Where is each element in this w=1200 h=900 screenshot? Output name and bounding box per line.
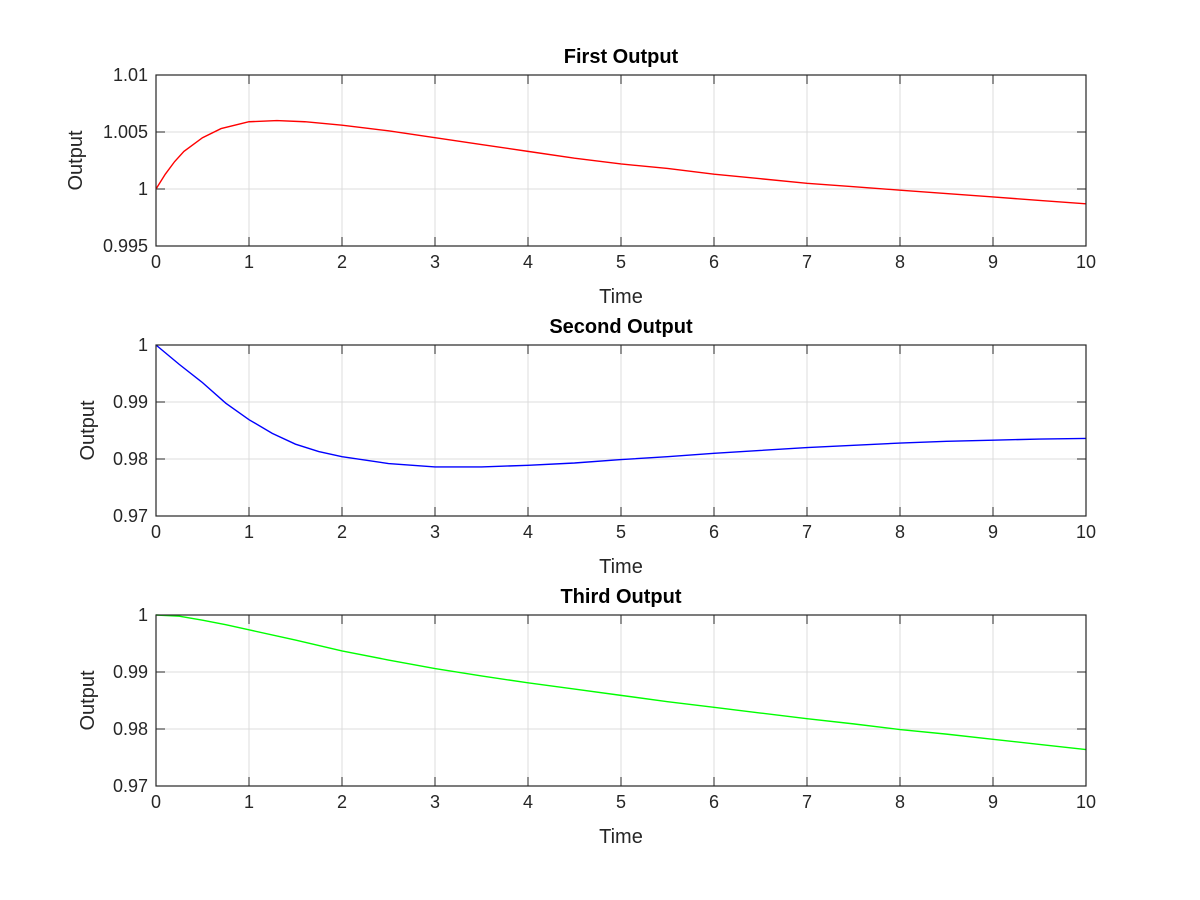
x-tick-label: 2 — [337, 792, 347, 812]
chart-title: First Output — [564, 46, 679, 68]
x-tick-label: 6 — [709, 522, 719, 542]
x-tick-label: 8 — [895, 252, 905, 272]
x-axis-label: Time — [599, 556, 643, 578]
x-tick-label: 0 — [151, 792, 161, 812]
y-tick-label: 0.97 — [113, 776, 148, 796]
x-tick-label: 3 — [430, 522, 440, 542]
y-tick-label: 0.97 — [113, 506, 148, 526]
x-tick-label: 5 — [616, 252, 626, 272]
y-tick-label: 0.98 — [113, 719, 148, 739]
x-tick-label: 1 — [244, 792, 254, 812]
x-axis-label: Time — [599, 826, 643, 848]
x-tick-label: 7 — [802, 792, 812, 812]
x-tick-label: 4 — [523, 252, 533, 272]
x-tick-label: 6 — [709, 252, 719, 272]
y-axis-label: Output — [77, 670, 99, 730]
subplot-2: 0 1 2 3 4 5 6 7 8 9 10 0.97 0.98 0.99 1 Second Output Ti… — [77, 316, 1096, 578]
axes-frame — [155, 614, 1087, 787]
series-line-1 — [155, 119, 1087, 205]
x-tick-label: 9 — [988, 252, 998, 272]
series-line-1 — [155, 614, 1087, 751]
y-tick-label: 0.98 — [113, 449, 148, 469]
x-tick-label: 2 — [337, 522, 347, 542]
series-line-1 — [155, 344, 1087, 468]
x-tick-label: 10 — [1076, 522, 1096, 542]
chart-title: Third Output — [560, 586, 681, 608]
y-axis-label: Output — [77, 400, 99, 460]
x-tick-label: 7 — [802, 252, 812, 272]
x-tick-label: 0 — [151, 522, 161, 542]
axes-frame — [155, 344, 1087, 517]
subplot-3: 0 1 2 3 4 5 6 7 8 9 10 0.97 0.98 0.99 1 Third Output Tim… — [77, 586, 1096, 848]
y-tick-label: 0.99 — [113, 662, 148, 682]
subplot-1: 0 1 2 3 4 5 6 7 8 9 10 0.995 1 1.005 1.01 First Output T… — [65, 46, 1096, 308]
x-tick-label: 1 — [244, 522, 254, 542]
x-tick-label: 5 — [616, 522, 626, 542]
y-tick-label: 1.005 — [103, 122, 148, 142]
axes-frame — [155, 74, 1087, 247]
x-tick-label: 5 — [616, 792, 626, 812]
y-tick-label: 1 — [138, 335, 148, 355]
x-tick-label: 4 — [523, 522, 533, 542]
x-axis-label: Time — [599, 286, 643, 308]
x-tick-label: 2 — [337, 252, 347, 272]
y-tick-label: 1.01 — [113, 65, 148, 85]
x-tick-label: 8 — [895, 792, 905, 812]
x-tick-label: 6 — [709, 792, 719, 812]
y-tick-label: 0.995 — [103, 236, 148, 256]
y-axis-label: Output — [65, 130, 87, 190]
x-tick-label: 3 — [430, 252, 440, 272]
x-tick-label: 4 — [523, 792, 533, 812]
x-tick-label: 10 — [1076, 792, 1096, 812]
x-tick-label: 9 — [988, 792, 998, 812]
x-tick-label: 3 — [430, 792, 440, 812]
y-tick-label: 1 — [138, 605, 148, 625]
chart-title: Second Output — [549, 316, 693, 338]
y-tick-label: 1 — [138, 179, 148, 199]
x-tick-label: 7 — [802, 522, 812, 542]
x-tick-label: 10 — [1076, 252, 1096, 272]
x-tick-label: 1 — [244, 252, 254, 272]
x-tick-label: 8 — [895, 522, 905, 542]
x-tick-label: 0 — [151, 252, 161, 272]
y-tick-label: 0.99 — [113, 392, 148, 412]
x-tick-label: 9 — [988, 522, 998, 542]
